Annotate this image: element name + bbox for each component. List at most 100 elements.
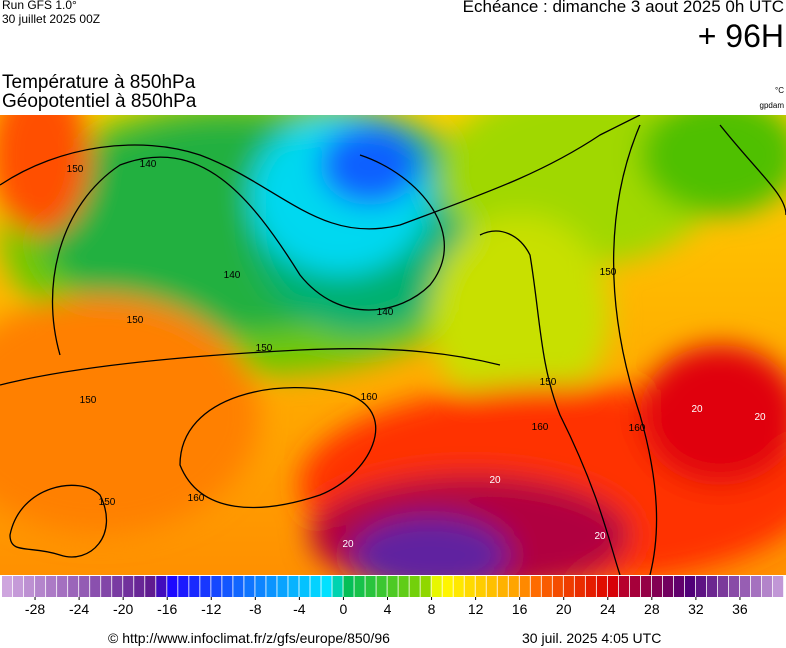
valid-time: Echéance : dimanche 3 aout 2025 0h UTC — [462, 0, 784, 16]
colorbar-swatch — [486, 576, 497, 597]
colorbar-swatch — [343, 576, 354, 597]
colorbar-swatch — [673, 576, 685, 597]
contour-label: 140 — [224, 270, 241, 281]
colorbar-swatch — [123, 576, 134, 597]
colorbar-swatch — [145, 576, 156, 597]
colorbar-tick-label: 12 — [468, 601, 484, 617]
colorbar-swatch — [255, 576, 266, 597]
colorbar-swatch — [244, 576, 255, 597]
colorbar-swatch — [497, 576, 508, 597]
contour-label: 150 — [80, 395, 97, 406]
colorbar-swatch — [607, 576, 618, 597]
contour-label: 20 — [691, 404, 703, 415]
colorbar-tick-label: 28 — [644, 601, 660, 617]
colorbar-swatch — [585, 576, 596, 597]
colorbar-swatch — [321, 576, 332, 597]
colorbar-swatch — [277, 576, 288, 597]
title-line2: Géopotentiel à 850hPa — [2, 91, 197, 112]
colorbar-swatch — [574, 576, 585, 597]
colorbar-swatch — [178, 576, 189, 597]
colorbar-tick-label: -8 — [249, 601, 262, 617]
colorbar-swatch — [420, 576, 431, 597]
colorbar-swatch — [772, 576, 784, 597]
colorbar-swatch — [46, 576, 57, 597]
colorbar-swatch — [464, 576, 475, 597]
colorbar-swatch — [200, 576, 211, 597]
generated: 30 juil. 2025 4:05 UTC — [522, 630, 662, 646]
colorbar-tick-label: 4 — [384, 601, 392, 617]
colorbar-swatch — [563, 576, 574, 597]
contour-label: 150 — [256, 343, 273, 354]
colorbar-swatch — [684, 576, 696, 597]
colorbar-swatch — [706, 576, 718, 597]
colorbar-swatch — [596, 576, 607, 597]
colorbar-swatch — [475, 576, 486, 597]
colorbar-swatch — [156, 576, 167, 597]
colorbar-swatch — [266, 576, 277, 597]
colorbar-swatch — [101, 576, 112, 597]
colorbar-tick-label: -4 — [293, 601, 306, 617]
contour-label: 160 — [532, 422, 549, 433]
colorbar-swatch — [552, 576, 563, 597]
colorbar-swatch — [299, 576, 310, 597]
unit: °C — [775, 86, 784, 95]
contour-label: 20 — [594, 531, 606, 542]
colorbar-swatch — [695, 576, 707, 597]
contour-label: 150 — [99, 497, 116, 508]
colorbar-swatch — [717, 576, 729, 597]
contour-label: 150 — [540, 377, 557, 388]
colorbar-swatch — [332, 576, 343, 597]
colorbar-swatch — [211, 576, 222, 597]
contour-label: 150 — [67, 164, 84, 175]
run-date: 30 juillet 2025 00Z — [2, 12, 101, 26]
colorbar-swatch — [387, 576, 398, 597]
colorbar-swatch — [629, 576, 641, 597]
colorbar-swatch — [761, 576, 773, 597]
colorbar-swatch — [618, 576, 630, 597]
colorbar-swatch — [90, 576, 101, 597]
contour-label: 140 — [140, 159, 157, 170]
colorbar-swatch — [24, 576, 35, 597]
colorbar-swatch — [57, 576, 68, 597]
colorbar-swatch — [310, 576, 321, 597]
contour-label: 150 — [600, 267, 617, 278]
colorbar-swatch — [541, 576, 552, 597]
contour-label: 160 — [188, 493, 205, 504]
contour-label: 140 — [377, 307, 394, 318]
colorbar-swatch — [662, 576, 674, 597]
colorbar-tick-label: 16 — [512, 601, 528, 617]
source: © http://www.infoclimat.fr/z/gfs/europe/… — [108, 630, 390, 646]
colorbar-tick-label: 20 — [556, 601, 572, 617]
colorbar-tick-label: 8 — [428, 601, 436, 617]
colorbar: -28 -24 -20 -16 -12 -8 -4 0 4 8 12 16 20 24 28 32 36 — [2, 576, 784, 617]
colorbar-swatch — [651, 576, 663, 597]
colorbar-tick-label: -20 — [113, 601, 133, 617]
map: 150 140 140 150 150 140 150 160 160 150 160 150 150 1… — [0, 115, 786, 575]
colorbar-swatch — [453, 576, 464, 597]
colorbar-swatch — [398, 576, 409, 597]
colorbar-tick-label: -24 — [69, 601, 89, 617]
colorbar-swatch — [222, 576, 233, 597]
colorbar-swatch — [728, 576, 740, 597]
colorbar-tick-label: -28 — [25, 601, 45, 617]
colorbar-swatch — [519, 576, 530, 597]
colorbar-swatch — [409, 576, 420, 597]
contour-label: 160 — [629, 423, 646, 434]
colorbar-swatch — [508, 576, 519, 597]
contour-label: 20 — [342, 539, 354, 550]
colorbar-tick-label: -16 — [157, 601, 177, 617]
temperature-field — [0, 115, 786, 575]
colorbar-swatch — [233, 576, 244, 597]
contours — [0, 115, 786, 575]
colorbar-swatch — [35, 576, 46, 597]
colorbar-swatch — [530, 576, 541, 597]
colorbar-swatch — [431, 576, 442, 597]
colorbar-swatch — [288, 576, 299, 597]
colorbar-swatch — [79, 576, 90, 597]
colorbar-swatch — [134, 576, 145, 597]
colorbar-swatch — [442, 576, 453, 597]
colorbar-swatch — [365, 576, 376, 597]
title-line1: Température à 850hPa — [2, 72, 196, 93]
colorbar-tick-label: 36 — [732, 601, 748, 617]
